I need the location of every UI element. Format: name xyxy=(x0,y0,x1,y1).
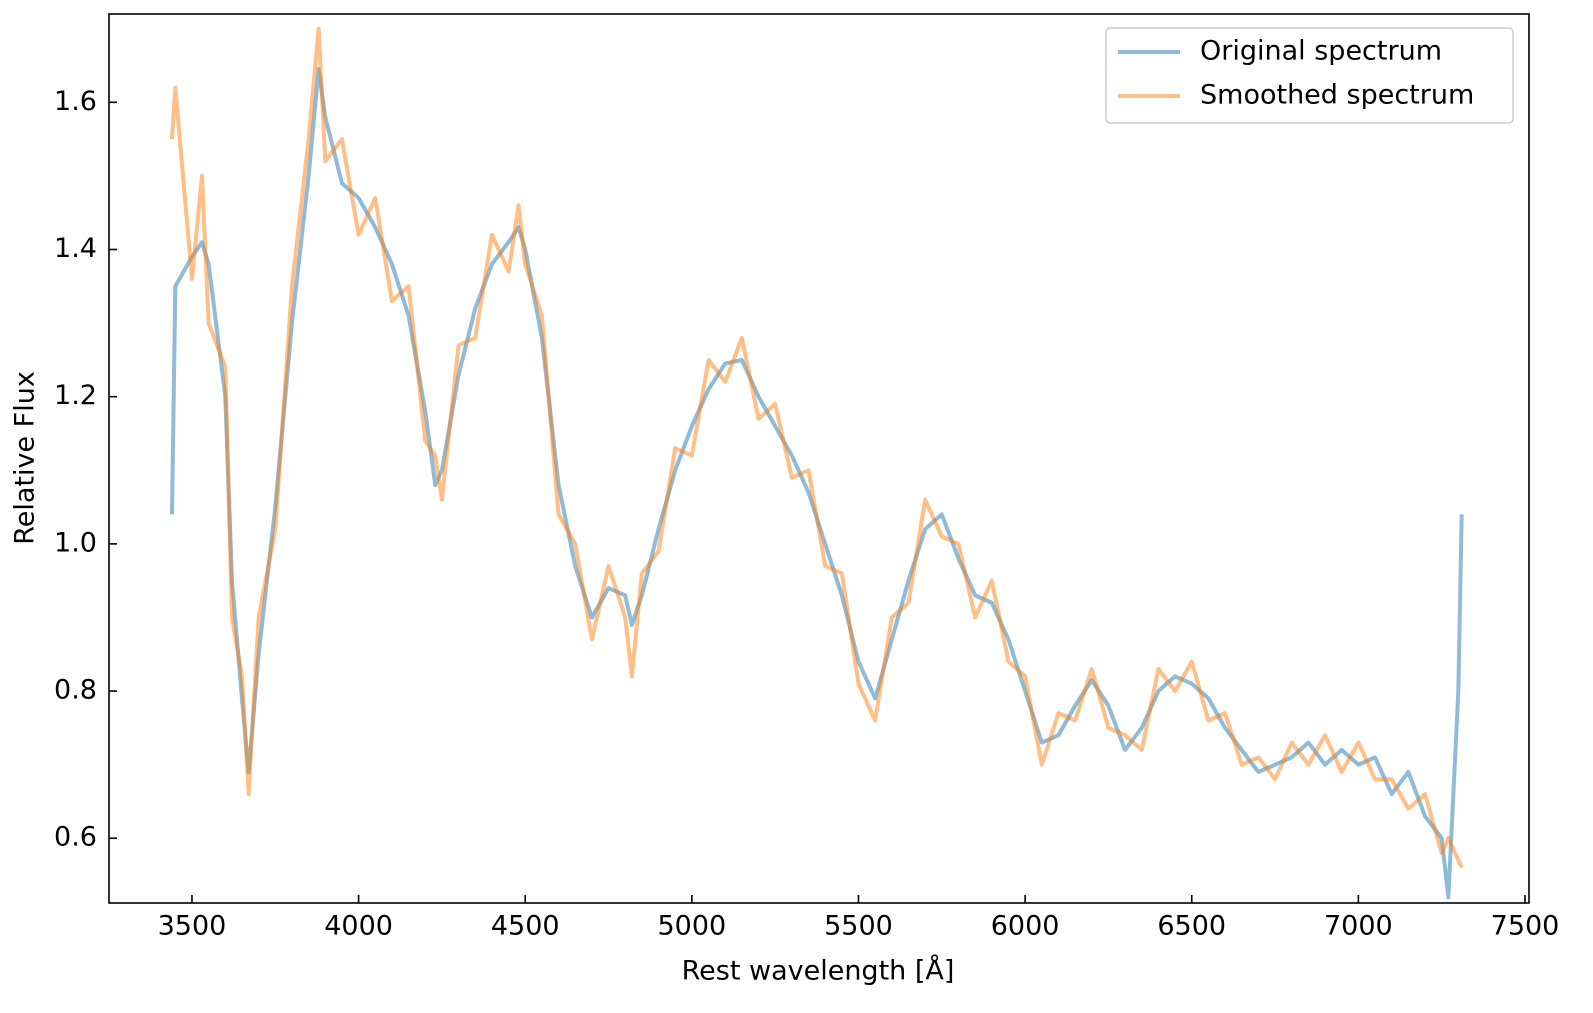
series-line xyxy=(169,26,1464,869)
x-axis-label: Rest wavelength [Å] xyxy=(682,955,955,987)
x-tick-label: 6000 xyxy=(991,911,1060,942)
legend-label: Original spectrum xyxy=(1200,36,1442,67)
y-tick-label: 1.6 xyxy=(54,86,97,117)
x-tick-label: 4000 xyxy=(324,911,393,942)
y-tick-label: 1.2 xyxy=(54,380,97,411)
x-tick-label: 5500 xyxy=(824,911,893,942)
y-axis-label: Relative Flux xyxy=(10,371,41,545)
y-tick-label: 1.0 xyxy=(54,527,97,558)
y-tick-label: 0.8 xyxy=(54,675,97,706)
x-tick-label: 3500 xyxy=(158,911,227,942)
plot-frame xyxy=(108,13,1530,904)
x-tick-label: 6500 xyxy=(1157,911,1226,942)
y-tick-label: 0.6 xyxy=(54,822,97,853)
x-tick-label: 4500 xyxy=(491,911,560,942)
legend-label: Smoothed spectrum xyxy=(1200,80,1474,111)
legend-box xyxy=(1105,27,1514,124)
x-tick-label: 7500 xyxy=(1491,911,1560,942)
x-tick-label: 7000 xyxy=(1324,911,1393,942)
x-tick-label: 5000 xyxy=(658,911,727,942)
y-tick-label: 1.4 xyxy=(54,233,97,264)
